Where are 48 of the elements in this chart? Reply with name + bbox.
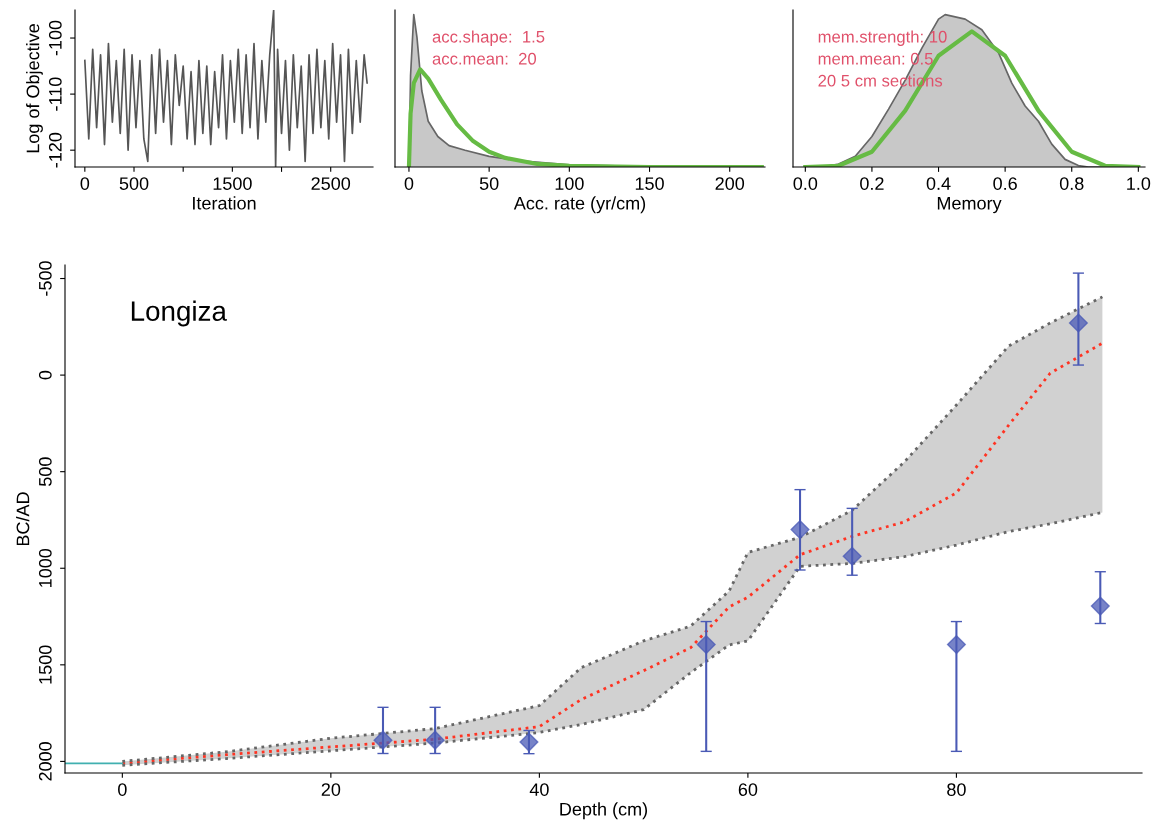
point	[425, 730, 445, 750]
point	[696, 635, 716, 655]
x-tick-label: 0.2	[860, 177, 884, 190]
x-tick-label: 0	[118, 783, 127, 796]
y-tick-label: -100	[48, 20, 62, 56]
x-tick-label: 0	[80, 177, 90, 190]
y-tick-label: 500	[38, 457, 52, 487]
y-tick-label: -110	[48, 77, 62, 111]
x-tick-label: 0.0	[793, 177, 818, 190]
y-tick-label: 2000	[38, 742, 52, 781]
x-tick-label: 100	[555, 177, 584, 190]
y-axis-title: BC/AD	[16, 492, 30, 546]
point	[946, 635, 966, 655]
x-tick-label: 2500	[311, 177, 351, 190]
point	[842, 546, 862, 566]
y-tick-label: 1500	[38, 645, 52, 684]
point	[790, 520, 810, 540]
y-tick-label: -500	[38, 261, 52, 296]
line-series	[83, 10, 368, 167]
x-tick-label: 150	[635, 177, 664, 190]
x-tick-label: 1500	[213, 177, 252, 190]
annotation: acc.shape: 1.5	[432, 30, 545, 46]
point	[373, 730, 393, 750]
x-tick-label: 50	[479, 177, 499, 190]
x-tick-label: 0	[404, 177, 414, 190]
x-tick-label: 1.0	[1127, 177, 1151, 190]
x-tick-label: 80	[947, 783, 966, 796]
point	[1068, 313, 1088, 333]
x-tick-label: 500	[119, 177, 149, 190]
x-axis-title: Iteration	[193, 196, 256, 210]
x-tick-label: 0.6	[993, 177, 1017, 190]
y-axis-title: Log of Objective	[26, 24, 43, 153]
x-axis-title: Memory	[937, 196, 1002, 214]
annotation: acc.mean: 20	[432, 52, 537, 65]
annotation: mem.strength: 10	[818, 30, 947, 46]
y-tick-label: -120	[48, 132, 62, 168]
y-tick-label: 0	[38, 370, 52, 380]
x-tick-label: 40	[529, 783, 549, 796]
x-tick-label: 60	[738, 783, 758, 796]
x-tick-label: 20	[321, 783, 341, 796]
x-axis-title: Depth (cm)	[560, 802, 648, 820]
point	[1090, 596, 1110, 616]
x-tick-label: 0.8	[1059, 177, 1084, 190]
x-axis-title: Acc. rate (yr/cm)	[513, 196, 646, 214]
y-tick-label: 1000	[38, 548, 52, 587]
annotation: Longiza	[131, 300, 227, 327]
x-tick-label: 200	[715, 177, 745, 190]
x-tick-label: 0.4	[926, 177, 951, 190]
